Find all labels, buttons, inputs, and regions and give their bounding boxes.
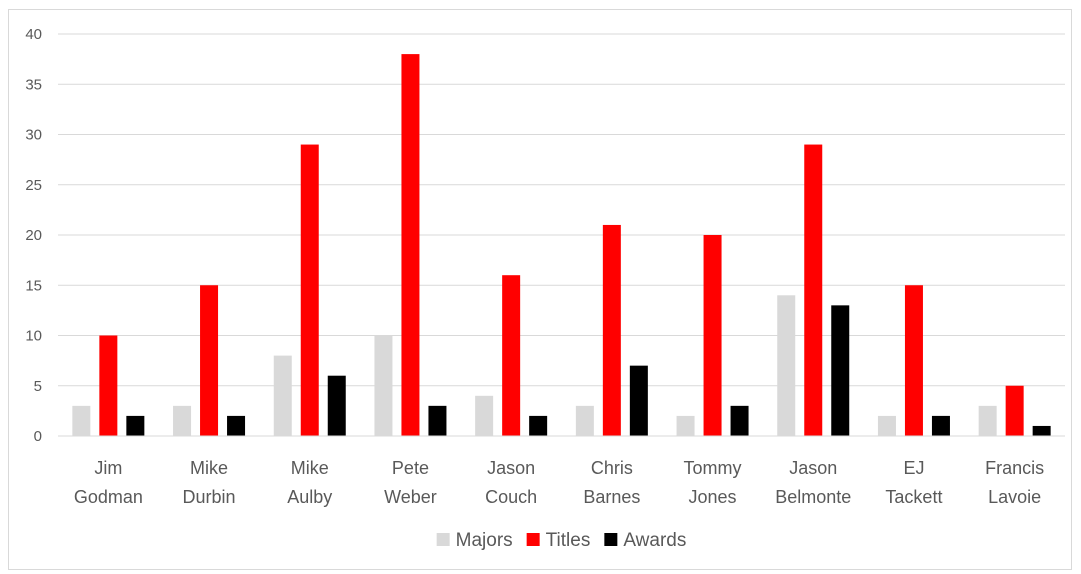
- y-tick-label: 15: [25, 277, 42, 294]
- legend-label-majors: Majors: [456, 530, 513, 551]
- bar-titles: [502, 275, 521, 436]
- x-category-label: Jim: [94, 458, 122, 478]
- x-category-label: Couch: [485, 487, 537, 507]
- legend-label-titles: Titles: [546, 530, 591, 551]
- y-tick-label: 25: [25, 177, 42, 194]
- gridlines: [58, 33, 1065, 387]
- bar-titles: [1005, 385, 1024, 436]
- bar-titles: [401, 54, 420, 436]
- bar-majors: [273, 355, 292, 436]
- x-category-label: Mike: [190, 458, 228, 478]
- bar-titles: [602, 224, 621, 436]
- chart-frame: [8, 9, 1072, 570]
- bar-awards: [931, 415, 950, 436]
- bar-majors: [173, 405, 192, 436]
- legend-label-awards: Awards: [623, 530, 686, 551]
- x-category-label: Mike: [291, 458, 329, 478]
- legend: Majors Titles Awards: [436, 530, 686, 551]
- bar-awards: [629, 365, 648, 436]
- y-tick-label: 30: [25, 127, 42, 144]
- bar-titles: [200, 285, 219, 436]
- x-category-label: Belmonte: [775, 487, 851, 507]
- y-tick-label: 20: [25, 227, 42, 244]
- bar-majors: [877, 415, 896, 436]
- bar-awards: [831, 305, 850, 436]
- x-category-label: Jason: [789, 458, 837, 478]
- y-tick-label: 0: [34, 428, 42, 445]
- x-axis-category-labels: Jim Godman Mike Durbin Mike Aulby Pete Weber Jas…: [74, 458, 1044, 507]
- bars: [72, 54, 1051, 437]
- bar-majors: [374, 335, 393, 436]
- x-category-label: EJ: [903, 458, 924, 478]
- bar-titles: [300, 144, 319, 437]
- legend-swatch-majors: [436, 533, 450, 546]
- x-category-label: Tackett: [885, 487, 942, 507]
- y-tick-label: 10: [25, 328, 42, 345]
- bar-majors: [978, 405, 997, 436]
- bar-awards: [126, 415, 145, 436]
- x-category-label: Weber: [384, 487, 437, 507]
- bar-titles: [703, 235, 722, 436]
- y-tick-label: 35: [25, 76, 42, 93]
- x-category-label: Chris: [591, 458, 633, 478]
- y-tick-label: 5: [34, 378, 42, 395]
- bar-majors: [676, 415, 695, 436]
- bar-awards: [529, 415, 548, 436]
- x-category-label: Jones: [689, 487, 737, 507]
- bar-titles: [804, 144, 823, 437]
- bar-awards: [327, 375, 346, 436]
- bar-awards: [428, 405, 447, 436]
- x-category-label: Godman: [74, 487, 143, 507]
- bar-majors: [777, 295, 796, 436]
- y-tick-label: 40: [25, 26, 42, 43]
- bar-titles: [904, 285, 923, 436]
- bar-majors: [475, 395, 494, 436]
- legend-swatch-titles: [526, 533, 540, 546]
- bar-titles: [99, 335, 118, 436]
- x-category-label: Aulby: [287, 487, 332, 507]
- bar-awards: [227, 415, 246, 436]
- x-category-label: Durbin: [183, 487, 236, 507]
- bar-awards: [730, 405, 749, 436]
- y-axis-tick-labels: 0 5 10 15 20 25 30 35 40: [25, 26, 42, 445]
- bar-majors: [575, 405, 594, 436]
- x-category-label: Tommy: [684, 458, 742, 478]
- x-category-label: Barnes: [583, 487, 640, 507]
- x-category-label: Francis: [985, 458, 1044, 478]
- bar-awards: [1032, 425, 1051, 436]
- x-category-label: Pete: [392, 458, 429, 478]
- x-category-label: Jason: [487, 458, 535, 478]
- legend-swatch-awards: [604, 533, 618, 546]
- x-category-label: Lavoie: [988, 487, 1041, 507]
- bar-majors: [72, 405, 91, 436]
